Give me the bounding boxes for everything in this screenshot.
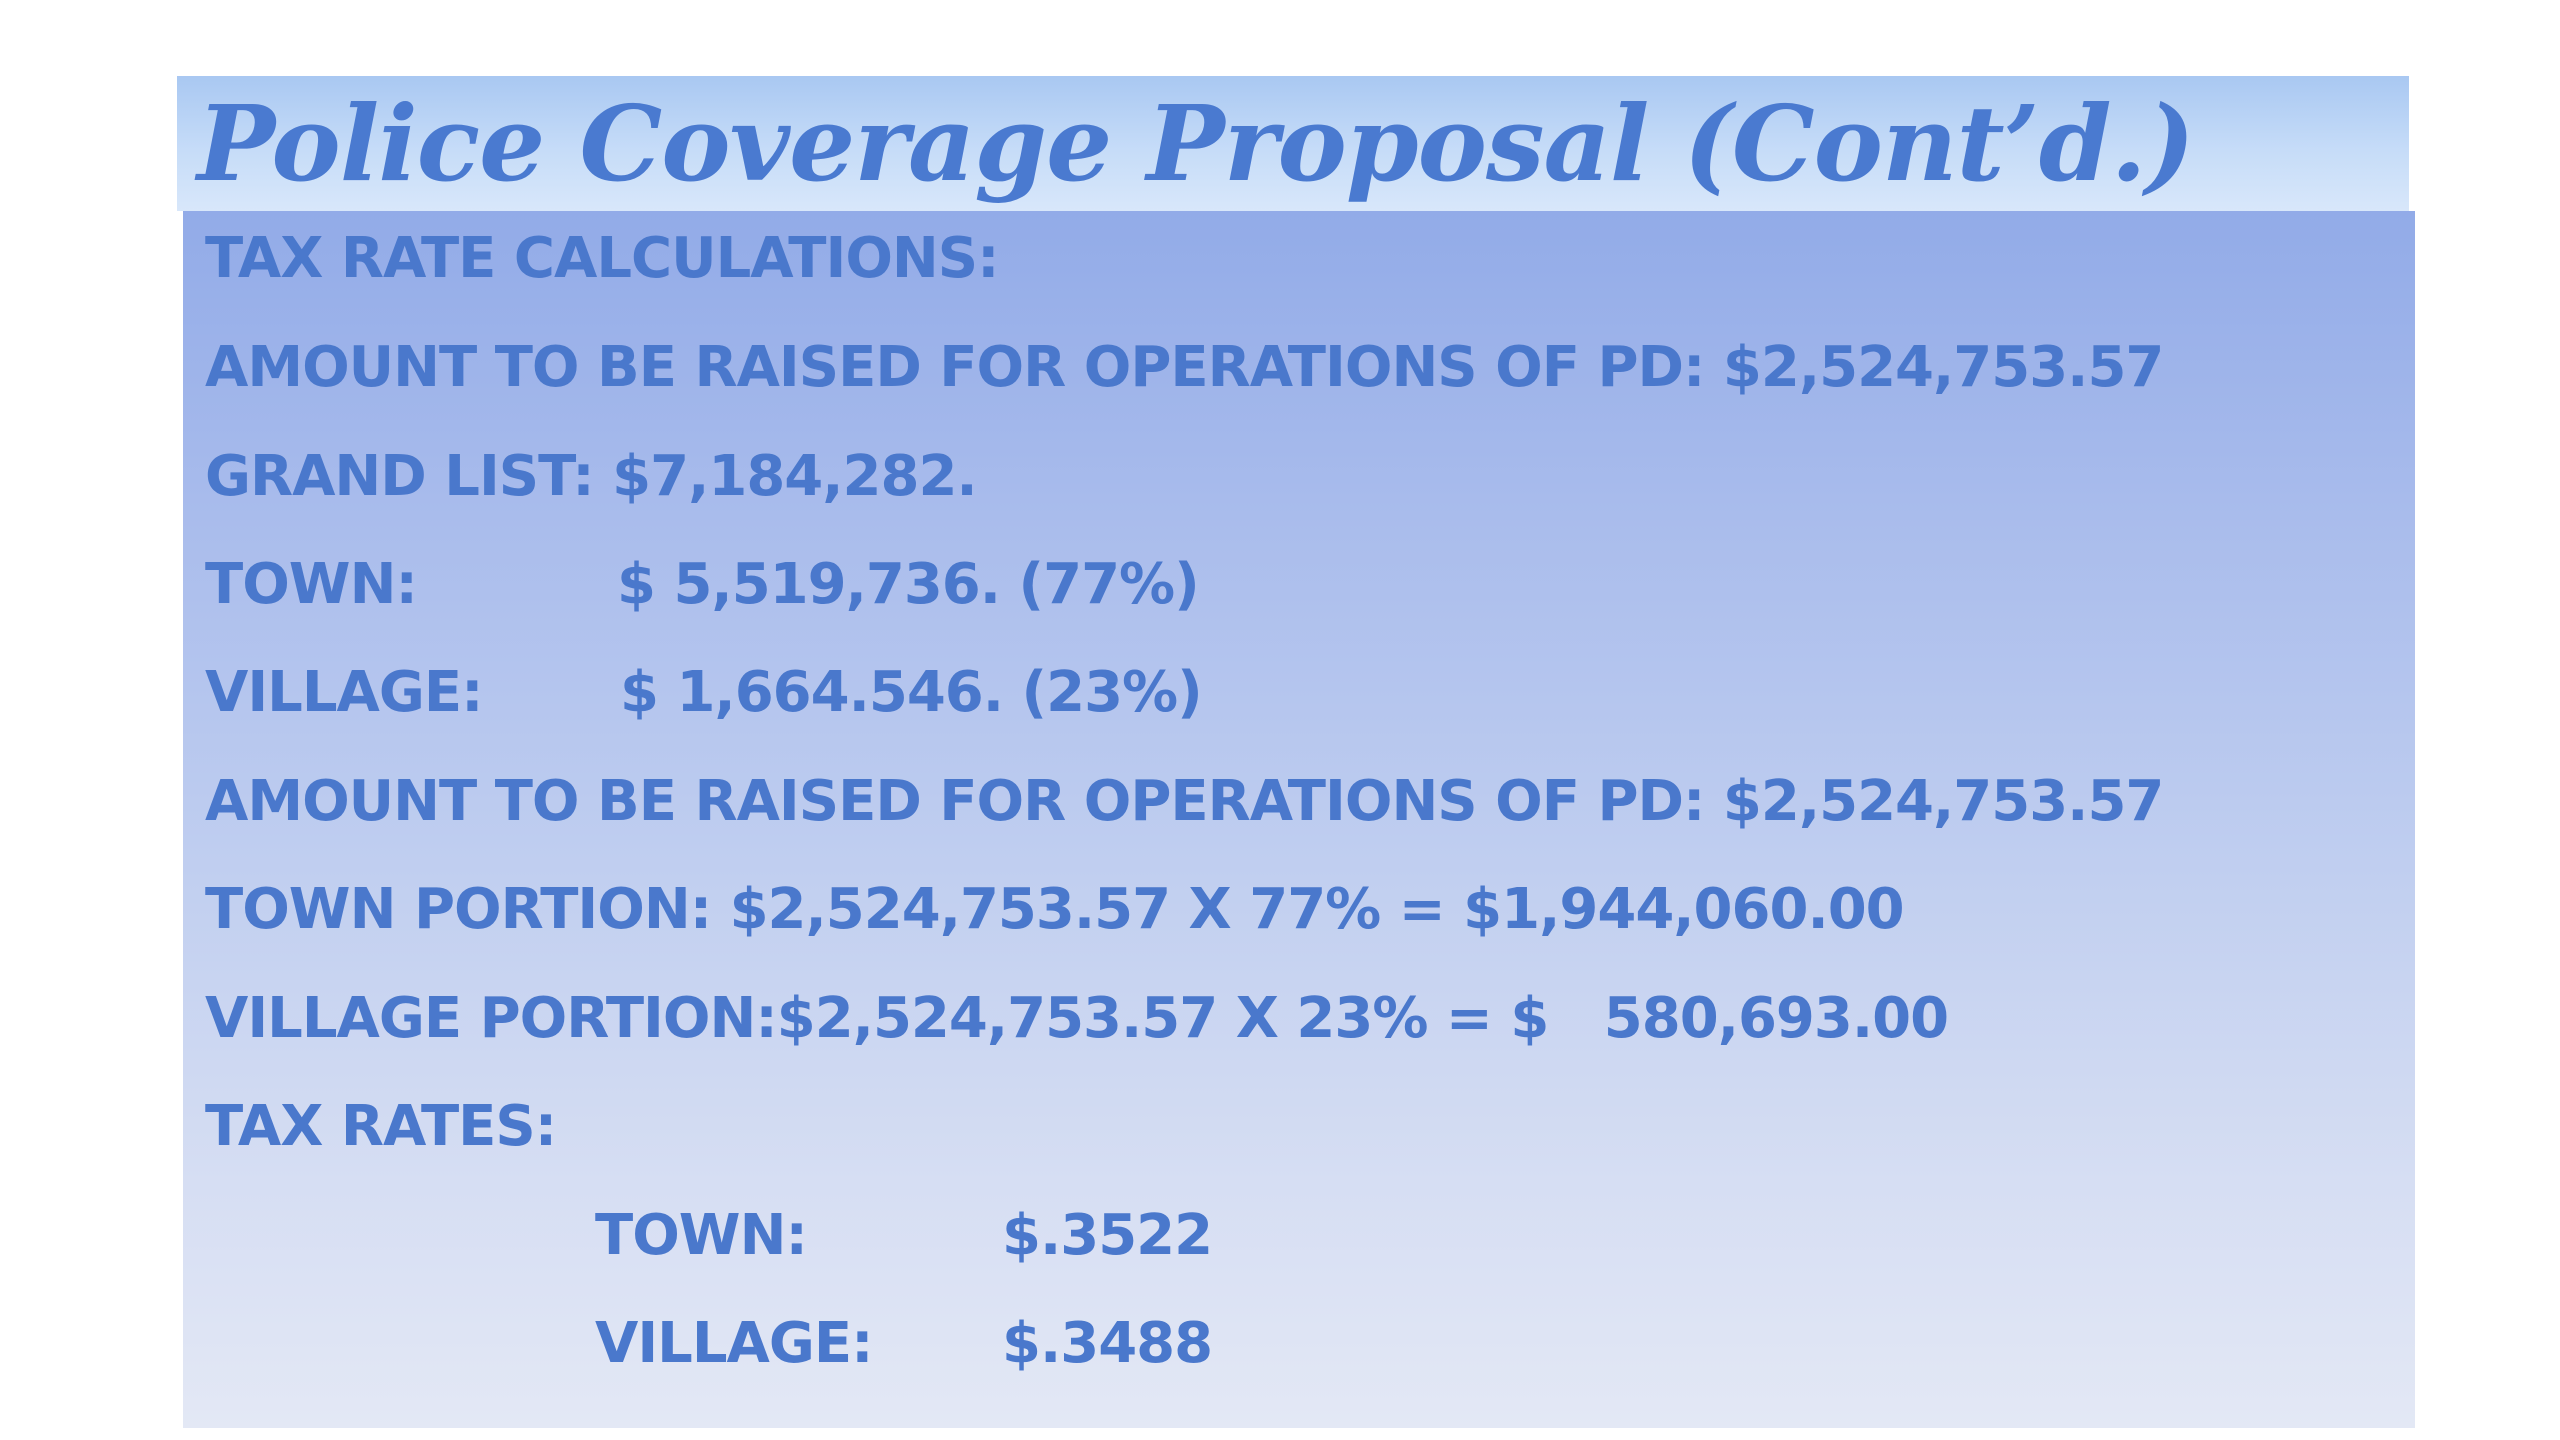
title-bar: Police Coverage Proposal (Cont’d.) <box>177 76 2409 211</box>
amount-raised-line-1: AMOUNT TO BE RAISED FOR OPERATIONS OF PD… <box>205 335 2164 400</box>
town-share-value: $ 5,519,736. (77%) <box>617 552 1200 617</box>
tax-rate-calculations-heading: TAX RATE CALCULATIONS: <box>205 226 1000 291</box>
town-portion-line: TOWN PORTION: $2,524,753.57 X 77% = $1,9… <box>205 877 1905 942</box>
slide-title: Police Coverage Proposal (Cont’d.) <box>197 82 2195 205</box>
content-box: TAX RATE CALCULATIONS: AMOUNT TO BE RAIS… <box>183 211 2415 1428</box>
village-share-label: VILLAGE: <box>205 660 483 725</box>
town-share-label: TOWN: <box>205 552 418 617</box>
village-tax-rate-label: VILLAGE: <box>595 1311 873 1376</box>
town-tax-rate-value: $.3522 <box>1002 1203 1213 1268</box>
town-tax-rate-label: TOWN: <box>595 1203 808 1268</box>
amount-raised-line-2: AMOUNT TO BE RAISED FOR OPERATIONS OF PD… <box>205 769 2164 834</box>
village-share-value: $ 1,664.546. (23%) <box>620 660 1203 725</box>
village-portion-line: VILLAGE PORTION:$2,524,753.57 X 23% = $ … <box>205 986 1949 1051</box>
village-tax-rate-value: $.3488 <box>1002 1311 1213 1376</box>
tax-rates-heading: TAX RATES: <box>205 1094 557 1159</box>
grand-list-line: GRAND LIST: $7,184,282. <box>205 444 978 509</box>
